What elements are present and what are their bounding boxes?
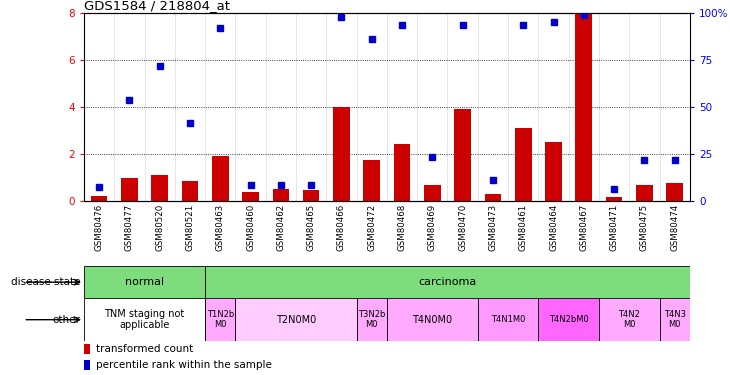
- Text: GSM80472: GSM80472: [367, 204, 376, 251]
- Bar: [84, 266, 205, 298]
- Text: T1N2b
M0: T1N2b M0: [207, 310, 234, 329]
- Bar: [599, 298, 660, 341]
- Bar: [84, 298, 205, 341]
- Text: GSM80477: GSM80477: [125, 204, 134, 251]
- Bar: [636, 185, 653, 201]
- Bar: [242, 192, 259, 201]
- Text: GSM80466: GSM80466: [337, 204, 346, 251]
- Text: T3N2b
M0: T3N2b M0: [358, 310, 385, 329]
- Bar: [205, 298, 235, 341]
- Bar: [606, 197, 623, 201]
- Text: TNM staging not
applicable: TNM staging not applicable: [104, 309, 185, 330]
- Text: GSM80473: GSM80473: [488, 204, 497, 251]
- Text: GSM80463: GSM80463: [216, 204, 225, 251]
- Bar: [387, 298, 477, 341]
- Text: T4N0M0: T4N0M0: [412, 315, 453, 325]
- Text: normal: normal: [125, 277, 164, 287]
- Text: GSM80520: GSM80520: [155, 204, 164, 251]
- Text: GSM80471: GSM80471: [610, 204, 618, 251]
- Bar: [424, 185, 441, 201]
- Text: GSM80468: GSM80468: [398, 204, 407, 251]
- Text: GSM80476: GSM80476: [95, 204, 104, 251]
- Bar: [393, 144, 410, 201]
- Bar: [91, 196, 107, 201]
- Text: GDS1584 / 218804_at: GDS1584 / 218804_at: [84, 0, 230, 12]
- Bar: [364, 160, 380, 201]
- Text: other: other: [53, 315, 80, 325]
- Bar: [356, 298, 387, 341]
- Text: GSM80474: GSM80474: [670, 204, 679, 251]
- Bar: [485, 194, 502, 201]
- Text: GSM80460: GSM80460: [246, 204, 255, 251]
- Bar: [84, 360, 91, 370]
- Text: GSM80521: GSM80521: [185, 204, 194, 251]
- Bar: [303, 190, 320, 201]
- Bar: [235, 298, 356, 341]
- Text: GSM80467: GSM80467: [580, 204, 588, 251]
- Bar: [182, 181, 199, 201]
- Text: GSM80464: GSM80464: [549, 204, 558, 251]
- Bar: [545, 142, 562, 201]
- Bar: [333, 107, 350, 201]
- Text: T4N2bM0: T4N2bM0: [549, 315, 588, 324]
- Text: GSM80475: GSM80475: [640, 204, 649, 251]
- Bar: [477, 298, 539, 341]
- Text: T2N0M0: T2N0M0: [276, 315, 316, 325]
- Text: T4N3
M0: T4N3 M0: [664, 310, 685, 329]
- Text: GSM80469: GSM80469: [428, 204, 437, 251]
- Bar: [538, 298, 599, 341]
- Text: carcinoma: carcinoma: [418, 277, 477, 287]
- Text: GSM80470: GSM80470: [458, 204, 467, 251]
- Text: transformed count: transformed count: [96, 344, 193, 354]
- Bar: [84, 344, 91, 354]
- Text: GSM80462: GSM80462: [277, 204, 285, 251]
- Bar: [454, 109, 471, 201]
- Bar: [272, 189, 289, 201]
- Bar: [659, 298, 690, 341]
- Bar: [212, 156, 228, 201]
- Text: GSM80461: GSM80461: [519, 204, 528, 251]
- Bar: [575, 13, 592, 201]
- Text: GSM80465: GSM80465: [307, 204, 315, 251]
- Text: disease state: disease state: [11, 277, 80, 287]
- Bar: [205, 266, 690, 298]
- Bar: [666, 183, 683, 201]
- Text: T4N2
M0: T4N2 M0: [618, 310, 640, 329]
- Bar: [151, 175, 168, 201]
- Bar: [121, 178, 138, 201]
- Text: percentile rank within the sample: percentile rank within the sample: [96, 360, 272, 370]
- Bar: [515, 128, 531, 201]
- Text: T4N1M0: T4N1M0: [491, 315, 526, 324]
